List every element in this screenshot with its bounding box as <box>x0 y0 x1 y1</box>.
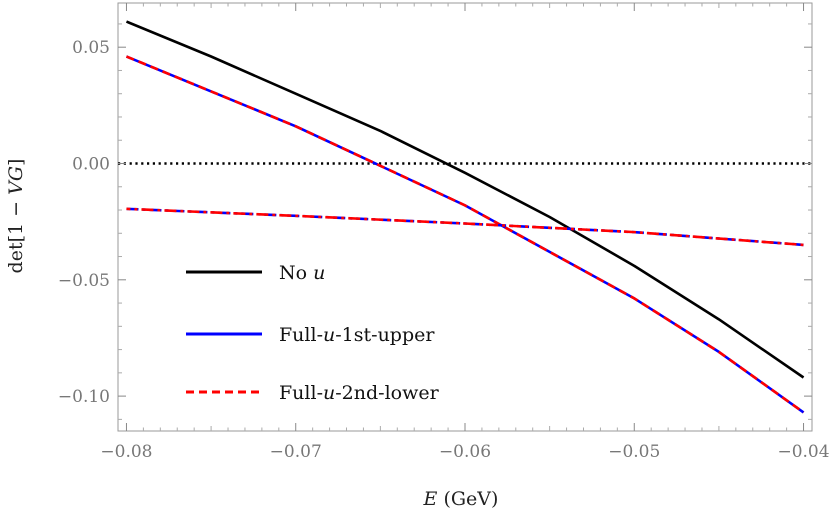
series-line-1 <box>125 20 805 379</box>
series-line-2 <box>125 55 805 414</box>
x-tick-label: −0.06 <box>439 442 491 462</box>
plot-border <box>117 2 813 432</box>
x-axis-title: E (GeV) <box>423 488 499 510</box>
legend: No u Full-u-1st-upper Full-u-2nd-lower <box>186 262 440 404</box>
y-tick-label: 0.05 <box>72 38 110 58</box>
tick-layer: −0.08 −0.07 −0.06 −0.05 −0.04 0.05 0.00 −0.05 −0… <box>58 3 830 462</box>
x-tick-label: −0.04 <box>777 442 829 462</box>
legend-label: Full-u-1st-upper <box>279 324 435 346</box>
y-tick-label: −0.05 <box>58 271 110 291</box>
series-layer <box>125 20 805 414</box>
y-axis-title: det[1 − VG] <box>5 159 27 274</box>
plot-frame <box>117 2 813 432</box>
y-tick-label: 0.00 <box>72 155 110 175</box>
legend-label: Full-u-2nd-lower <box>279 382 440 404</box>
series-line-5 <box>126 207 804 247</box>
legend-label: No u <box>279 262 325 284</box>
series-line-3 <box>125 55 805 414</box>
x-tick-label: −0.07 <box>270 442 322 462</box>
x-tick-label: −0.08 <box>100 442 152 462</box>
y-tick-label: −0.10 <box>58 387 110 407</box>
x-tick-label: −0.05 <box>608 442 660 462</box>
